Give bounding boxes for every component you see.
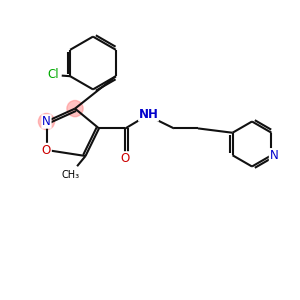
Text: Cl: Cl	[47, 68, 58, 81]
Text: N: N	[42, 115, 51, 128]
Text: O: O	[42, 143, 51, 157]
Circle shape	[67, 100, 83, 117]
Circle shape	[38, 113, 55, 130]
Text: O: O	[121, 152, 130, 165]
Text: CH₃: CH₃	[61, 169, 80, 180]
Text: NH: NH	[139, 108, 158, 121]
Text: N: N	[269, 149, 278, 162]
